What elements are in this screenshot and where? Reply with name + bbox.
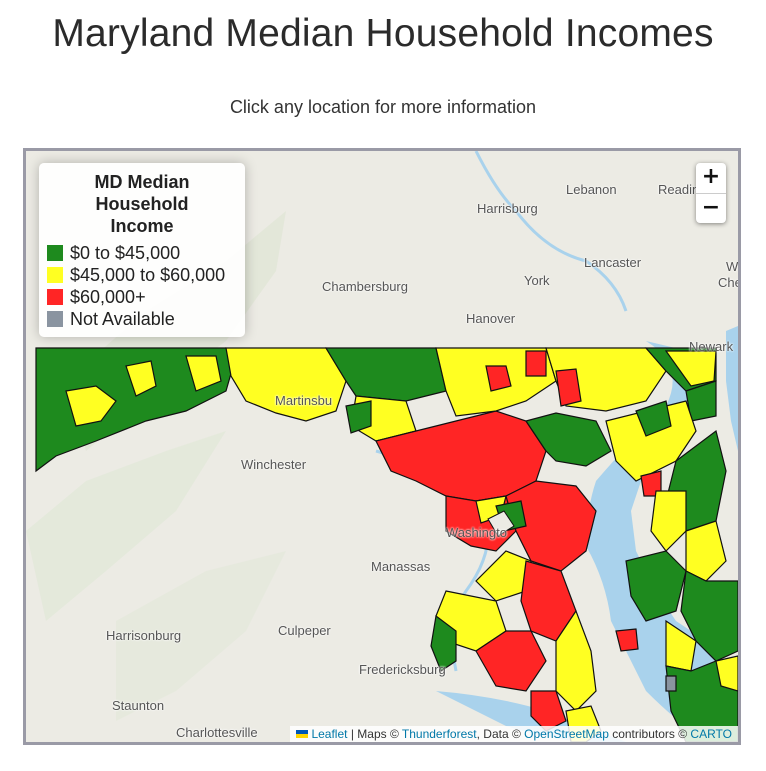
legend-swatch-gray (47, 311, 63, 327)
attribution-text: | Maps © (347, 727, 402, 741)
attribution-text: , Data © (476, 727, 525, 741)
legend-label: $45,000 to $60,000 (70, 264, 226, 285)
place-label-chester: Che (718, 275, 741, 290)
map-container[interactable]: Lebanon Readin Harrisburg Chambersburg Y… (23, 148, 741, 745)
place-label-chambersburg: Chambersburg (322, 279, 408, 294)
zoom-out-button[interactable]: − (696, 193, 726, 223)
place-label-fredericksburg: Fredericksburg (359, 662, 446, 677)
income-regions[interactable] (35, 347, 738, 742)
region-red[interactable] (615, 628, 639, 652)
region-green[interactable] (430, 614, 457, 672)
region-yellow[interactable] (664, 350, 717, 387)
place-label-winchester: Winchester (241, 457, 307, 472)
legend-item-low: $0 to $45,000 (47, 242, 237, 264)
legend-item-mid: $45,000 to $60,000 (47, 264, 237, 286)
legend-swatch-yellow (47, 267, 63, 283)
legend-item-na: Not Available (47, 308, 237, 330)
region-yellow[interactable] (475, 550, 532, 602)
map-attribution: Leaflet | Maps © Thunderforest, Data © O… (290, 726, 738, 742)
place-label-manassas: Manassas (371, 559, 431, 574)
legend-label: $0 to $45,000 (70, 242, 181, 263)
place-label-washington: Washingto (446, 525, 507, 540)
place-label-staunton: Staunton (112, 698, 165, 713)
place-label-martinsburg: Martinsbu (275, 393, 333, 408)
map-legend: MD Median Household Income $0 to $45,000… (39, 163, 245, 337)
attribution-text: contributors © (608, 727, 691, 741)
legend-label: $60,000+ (70, 286, 146, 307)
region-yellow[interactable] (65, 385, 117, 427)
region-green[interactable] (680, 570, 738, 662)
place-label-york: York (524, 273, 550, 288)
legend-title: MD Median Household Income (94, 172, 190, 236)
place-label-hanover: Hanover (466, 311, 516, 326)
place-label-lancaster: Lancaster (584, 255, 642, 270)
place-label-wilmington: Wi (726, 259, 741, 274)
region-yellow[interactable] (185, 355, 222, 392)
region-yellow[interactable] (685, 520, 727, 582)
district-of-columbia[interactable] (487, 510, 515, 537)
region-red[interactable] (485, 365, 512, 392)
zoom-in-button[interactable]: + (701, 164, 721, 189)
region-gray[interactable] (665, 675, 677, 692)
region-red[interactable] (475, 630, 547, 692)
region-red[interactable] (505, 480, 597, 572)
region-green[interactable] (625, 550, 687, 622)
place-label-reading: Readin (658, 182, 700, 197)
legend-swatch-red (47, 289, 63, 305)
delaware-bay (726, 326, 738, 451)
leaflet-link[interactable]: Leaflet (311, 727, 348, 741)
region-red[interactable] (555, 368, 582, 407)
place-label-lebanon: Lebanon (566, 182, 617, 197)
page-title: Maryland Median Household Incomes (52, 12, 714, 55)
thunderforest-link[interactable]: Thunderforest (401, 727, 477, 741)
region-red[interactable] (525, 350, 547, 377)
page-subtitle: Click any location for more information (229, 97, 537, 117)
region-yellow[interactable] (715, 655, 738, 692)
zoom-control: + − (696, 163, 726, 223)
openstreetmap-link[interactable]: OpenStreetMap (524, 727, 609, 741)
region-yellow[interactable] (125, 360, 157, 397)
place-label-charlottesville: Charlottesville (176, 725, 258, 740)
carto-link[interactable]: CARTO (690, 727, 732, 741)
river (474, 151, 628, 312)
place-label-culpeper: Culpeper (278, 623, 331, 638)
map-canvas[interactable] (26, 151, 738, 742)
terrain-shading (116, 551, 286, 721)
ukraine-flag-icon (296, 730, 309, 738)
place-label-harrisonburg: Harrisonburg (106, 628, 182, 643)
terrain-shading (26, 431, 226, 621)
region-green[interactable] (345, 400, 372, 434)
legend-swatch-green (47, 245, 63, 261)
region-yellow[interactable] (650, 490, 687, 552)
legend-item-high: $60,000+ (47, 286, 237, 308)
region-green[interactable] (525, 412, 612, 467)
place-label-newark: Newark (689, 339, 734, 354)
legend-label: Not Available (70, 308, 175, 329)
place-label-harrisburg: Harrisburg (477, 201, 538, 216)
region-green[interactable] (635, 400, 672, 437)
